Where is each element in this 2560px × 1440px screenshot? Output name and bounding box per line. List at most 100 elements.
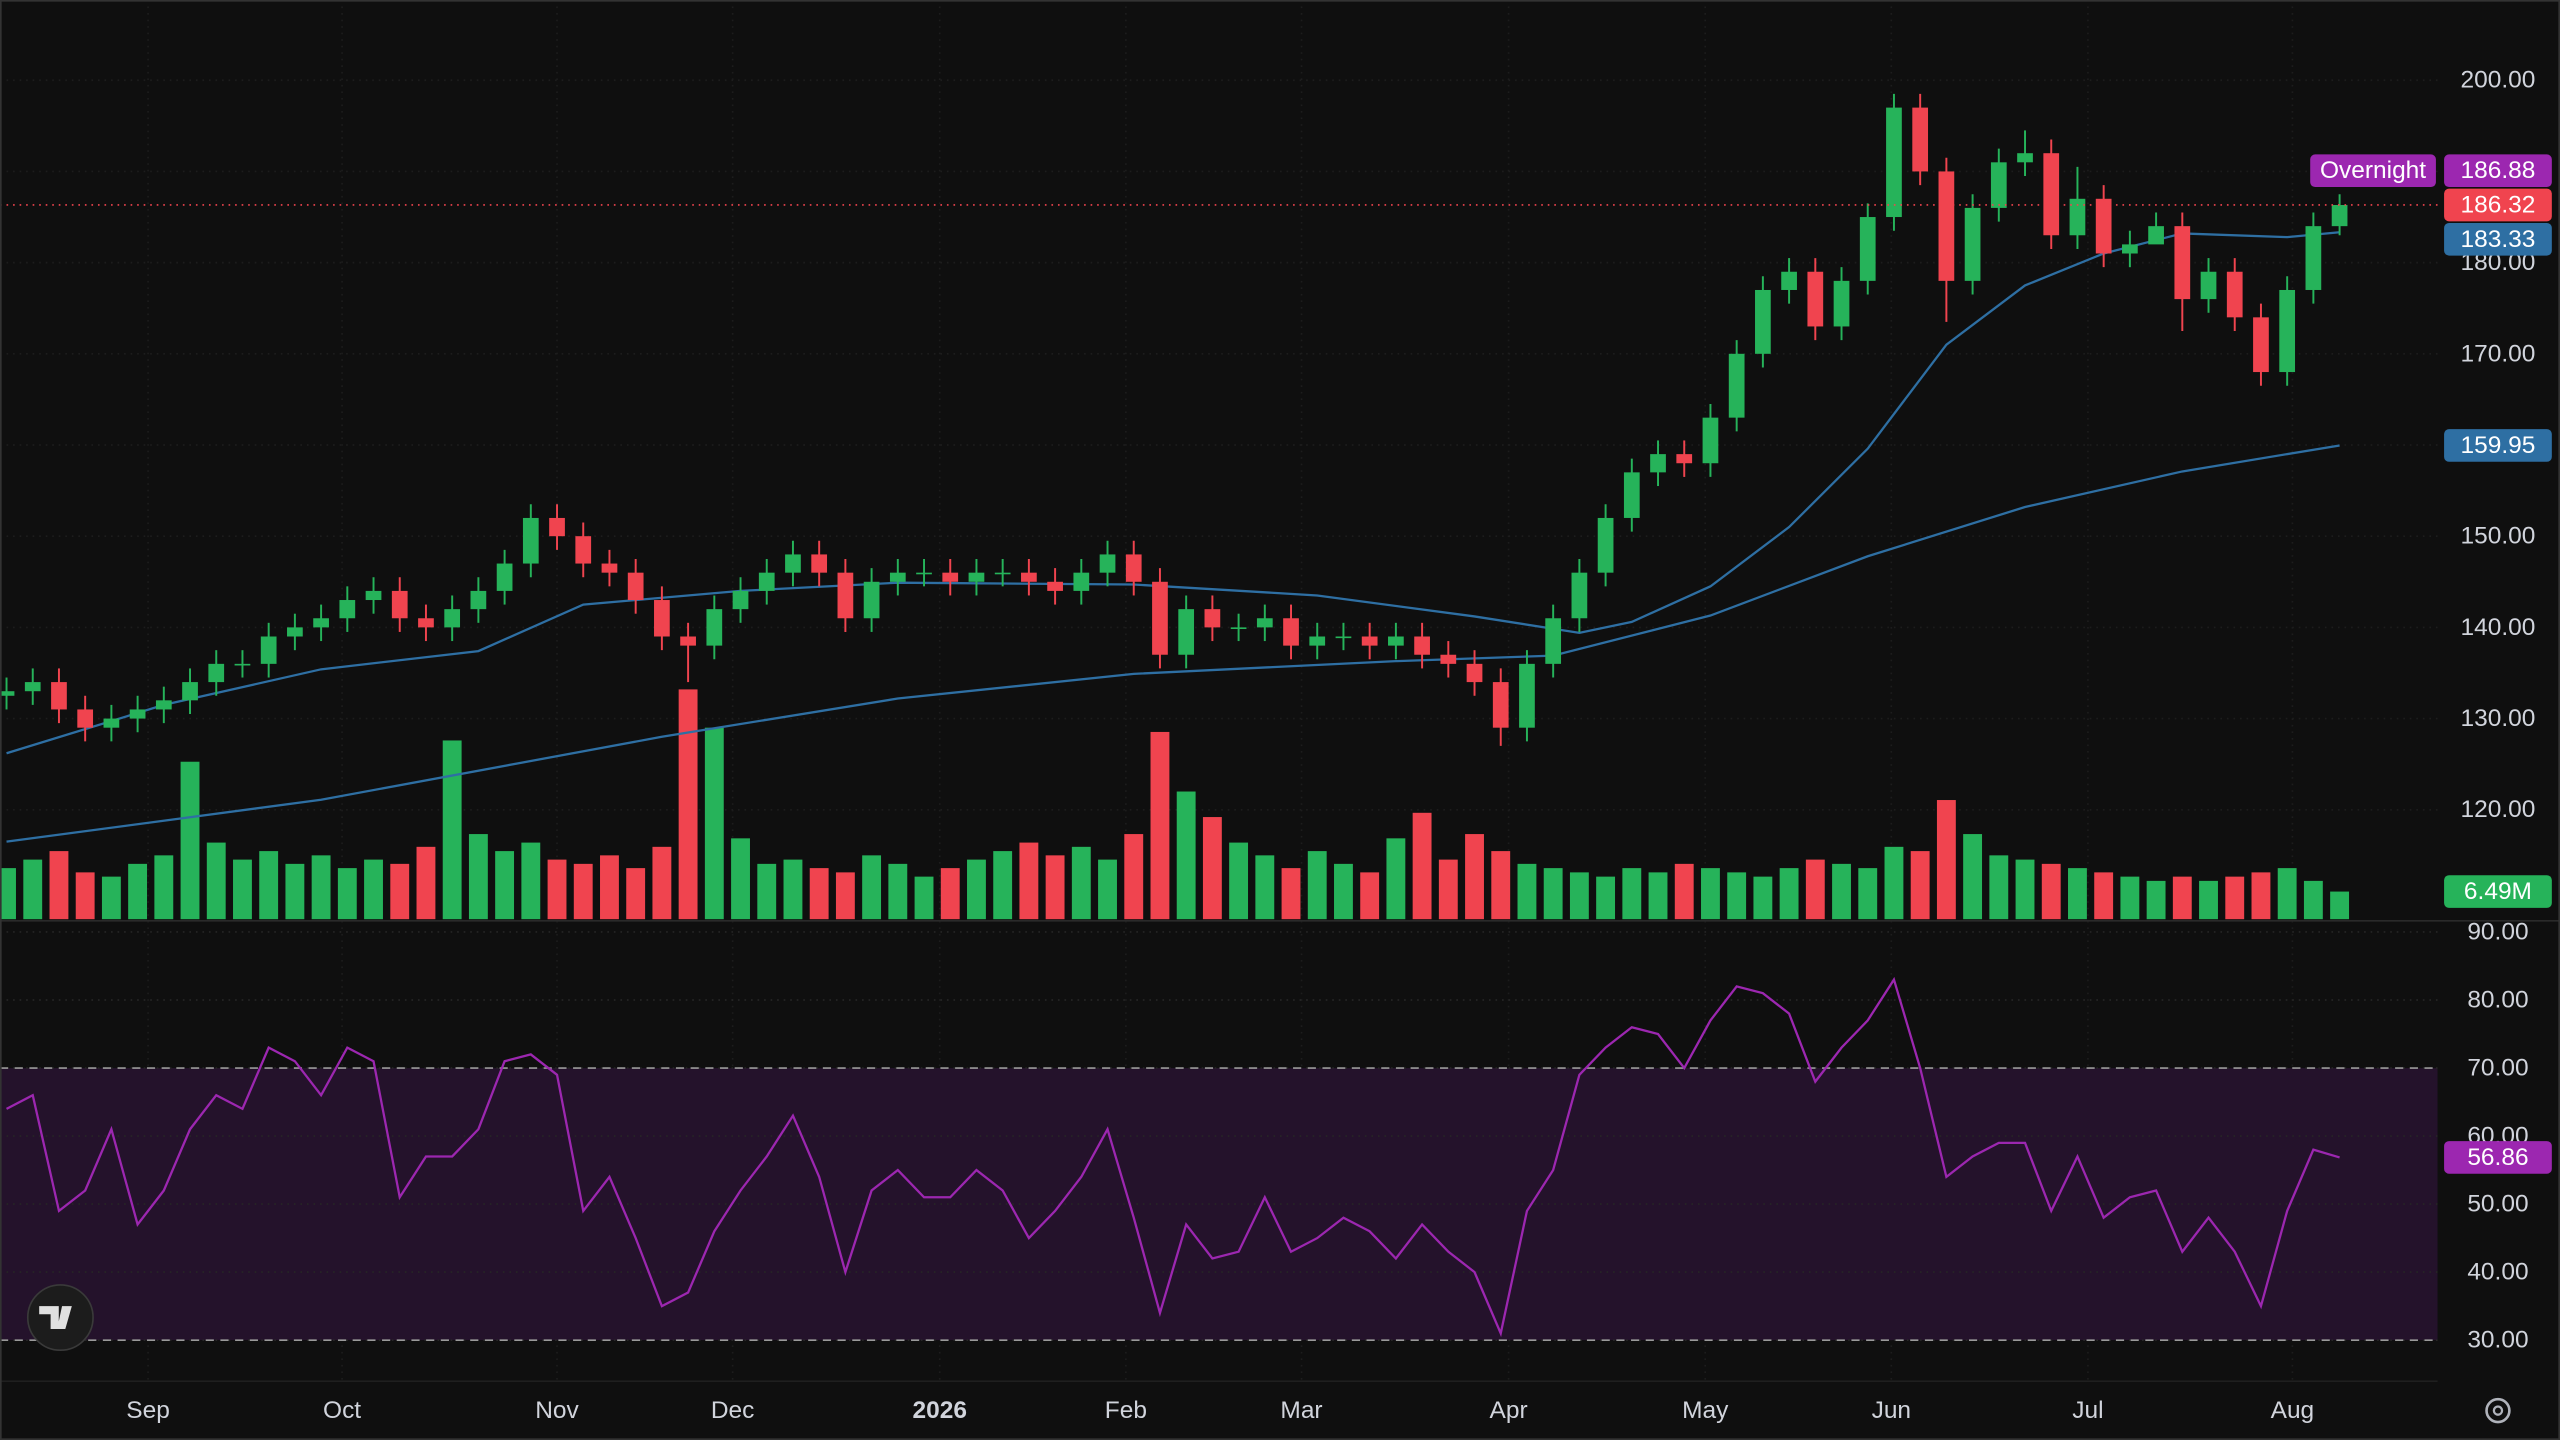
ma-price-label: 159.95 — [2461, 432, 2536, 459]
volume-bar — [337, 868, 357, 920]
candle-body — [2122, 244, 2138, 254]
volume-label: 6.49M — [2464, 878, 2532, 905]
volume-bar — [390, 863, 410, 920]
volume-bar — [1648, 872, 1668, 920]
volume-bar — [259, 851, 279, 920]
volume-bar — [1438, 859, 1458, 920]
x-tick-label: Apr — [1490, 1397, 1528, 1424]
volume-bar — [154, 855, 174, 920]
x-tick-label: Sep — [126, 1397, 170, 1424]
ma-price-label: 183.33 — [2461, 226, 2536, 253]
logo[interactable] — [26, 1284, 94, 1352]
volume-bar — [2199, 880, 2218, 920]
logo-mark[interactable] — [39, 1306, 72, 1329]
volume-bar — [2330, 891, 2350, 920]
volume-bar — [1281, 868, 1301, 920]
candle-body — [1728, 353, 1745, 418]
volume-bar — [1674, 863, 1694, 920]
volume-bar — [1386, 838, 1406, 920]
candle-body — [575, 536, 592, 564]
y-tick-label: 150.00 — [2461, 523, 2536, 550]
volume-bar — [101, 876, 121, 920]
x-tick-label: Mar — [1280, 1397, 1322, 1424]
y-tick-label: 80.00 — [2467, 987, 2528, 1014]
volume-bar — [2094, 872, 2114, 920]
candle-body — [1964, 207, 1981, 281]
candle-body — [365, 590, 382, 601]
y-tick-label: 90.00 — [2467, 918, 2528, 945]
gear-ring[interactable] — [2485, 1397, 2511, 1424]
volume-bar — [2146, 880, 2166, 920]
candle-body — [968, 572, 985, 582]
volume-bar — [1517, 863, 1537, 920]
settings-button[interactable] — [2485, 1397, 2511, 1424]
candle-body — [2148, 226, 2164, 245]
candle-body — [916, 572, 932, 575]
volume-bar — [0, 868, 16, 920]
candle-body — [1676, 454, 1693, 464]
candle-body — [1623, 472, 1640, 518]
candle-body — [391, 590, 408, 619]
candle-body — [2279, 289, 2296, 373]
y-tick-label: 40.00 — [2467, 1259, 2528, 1286]
candle-body — [234, 663, 251, 666]
volume-bar — [967, 859, 986, 920]
volume-bar — [1701, 868, 1720, 920]
candle-body — [51, 682, 67, 710]
volume-bar — [1569, 872, 1589, 920]
candle-body — [1309, 636, 1326, 646]
candle-body — [627, 572, 644, 601]
x-tick-label: Dec — [711, 1397, 755, 1424]
volume-bar — [2041, 863, 2061, 920]
candle-body — [1545, 618, 1562, 664]
volume-bar — [2120, 876, 2140, 920]
candle-body — [2253, 317, 2269, 373]
candle-body — [1073, 572, 1090, 591]
candle-body — [732, 590, 749, 610]
candle-body — [706, 609, 723, 646]
candle-body — [313, 618, 329, 628]
candle-body — [1466, 663, 1483, 683]
candle-body — [2174, 226, 2191, 300]
candle-body — [2305, 226, 2322, 290]
volume-bar — [1805, 859, 1825, 920]
volume-bar — [993, 851, 1013, 920]
volume-bar — [1491, 851, 1511, 920]
candle-body — [2200, 271, 2217, 300]
volume-bar — [2172, 876, 2192, 920]
x-tick-label: May — [1682, 1397, 1729, 1424]
x-tick-label: Jul — [2072, 1397, 2103, 1424]
volume-bar — [1019, 842, 1039, 920]
x-tick-label: 2026 — [913, 1397, 967, 1424]
volume-bar — [1255, 855, 1275, 920]
volume-bar — [2277, 868, 2297, 920]
y-tick-label: 120.00 — [2461, 796, 2536, 823]
candle-body — [1833, 280, 1850, 327]
volume-bar — [1229, 842, 1249, 920]
candle-body — [1886, 107, 1902, 218]
volume-bar — [23, 859, 43, 920]
x-tick-label: Nov — [535, 1397, 579, 1424]
candle-body — [182, 682, 198, 701]
candle-body — [654, 600, 670, 637]
candle-body — [680, 636, 696, 646]
candle-body — [1414, 636, 1430, 655]
volume-bar — [600, 855, 619, 920]
x-tick-label: Aug — [2271, 1397, 2315, 1424]
volume-bar — [862, 855, 882, 920]
candle-body — [260, 636, 277, 664]
candle-body — [2331, 204, 2348, 227]
candle-body — [1256, 618, 1273, 628]
volume-bar — [1071, 846, 1091, 920]
volume-bar — [1622, 868, 1642, 920]
candle-body — [1440, 654, 1457, 664]
volume-bar — [1307, 851, 1327, 920]
candle-body — [1388, 636, 1404, 646]
volume-bar — [1360, 872, 1380, 920]
gear-hub[interactable] — [2492, 1405, 2504, 1416]
volume-bar — [1727, 872, 1747, 920]
candle-body — [601, 563, 618, 573]
candle-body — [129, 709, 146, 719]
candle-body — [1519, 663, 1535, 728]
candle-body — [24, 682, 41, 692]
